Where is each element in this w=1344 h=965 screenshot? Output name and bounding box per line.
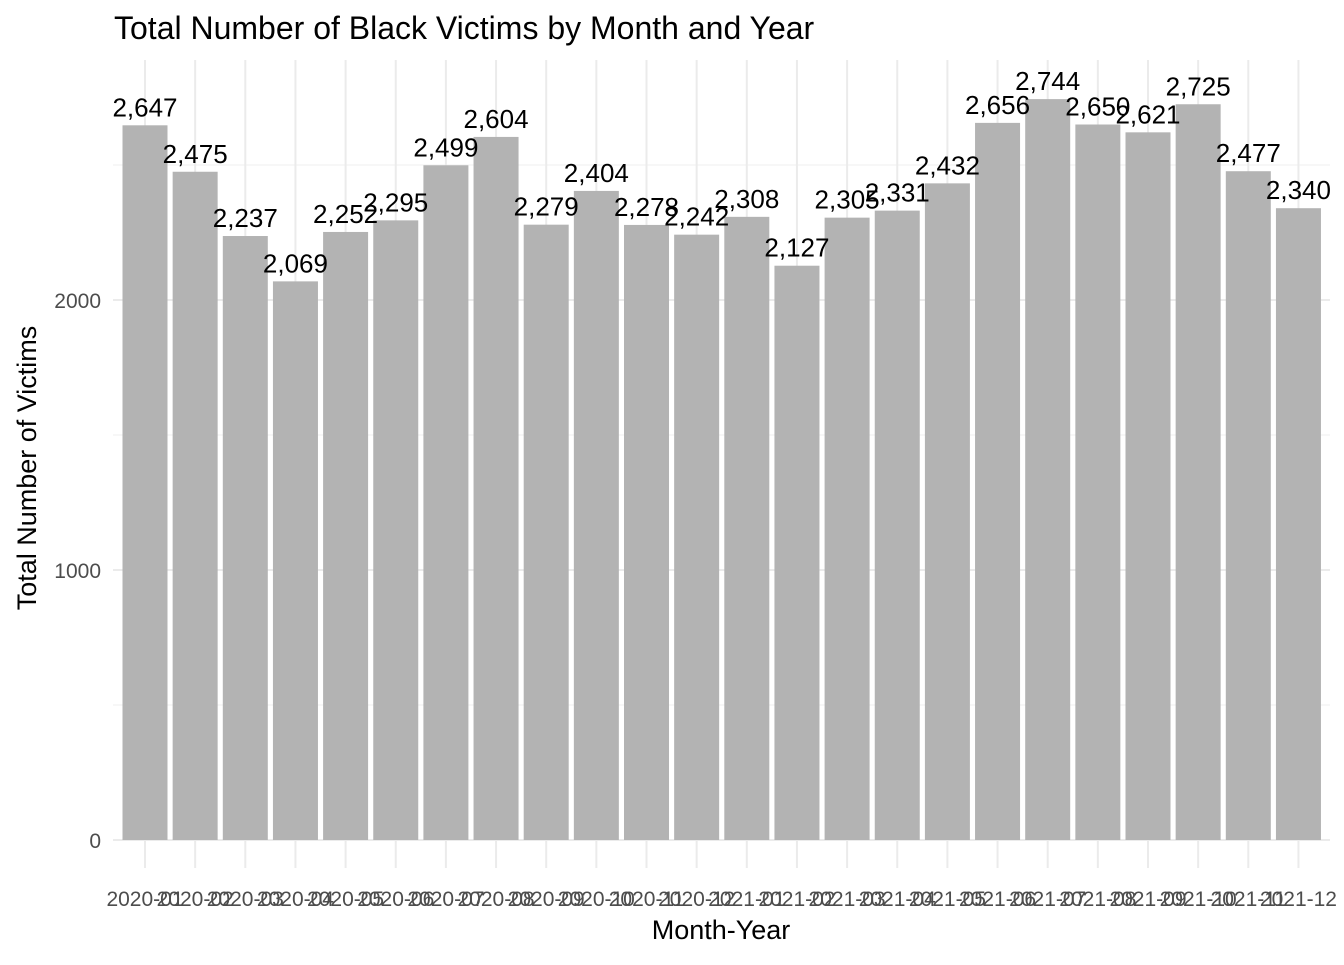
data-label-2021-10: 2,725 bbox=[1166, 71, 1231, 101]
bar-2020-02 bbox=[172, 171, 218, 840]
bar-2020-08 bbox=[473, 136, 519, 841]
bar-2021-08 bbox=[1075, 124, 1121, 840]
bar-2020-10 bbox=[573, 190, 619, 841]
bar-2021-12 bbox=[1275, 208, 1321, 840]
data-label-2020-01: 2,647 bbox=[112, 92, 177, 122]
data-label-2020-03: 2,237 bbox=[213, 203, 278, 233]
data-label-2021-02: 2,127 bbox=[764, 233, 829, 263]
data-label-2020-08: 2,604 bbox=[464, 104, 529, 134]
bar-2021-06 bbox=[975, 122, 1021, 840]
x-tick-label: 2020-06 bbox=[357, 888, 434, 911]
data-label-2021-11: 2,477 bbox=[1216, 138, 1281, 168]
x-tick-label: 2021-02 bbox=[758, 888, 835, 911]
bar-2020-09 bbox=[523, 224, 569, 841]
x-tick-label: 2020-07 bbox=[407, 888, 484, 911]
x-tick-label: 2020-03 bbox=[207, 888, 284, 911]
x-tick-label: 2020-08 bbox=[458, 888, 535, 911]
data-label-2021-08: 2,650 bbox=[1065, 92, 1130, 122]
data-label-2020-12: 2,242 bbox=[664, 202, 729, 232]
data-label-2020-06: 2,295 bbox=[363, 187, 428, 217]
data-label-2021-09: 2,621 bbox=[1115, 99, 1180, 129]
x-axis-ticks: 2020-012020-022020-032020-042020-052020-… bbox=[106, 888, 1337, 911]
x-tick-label: 2020-10 bbox=[558, 888, 635, 911]
data-label-2021-07: 2,744 bbox=[1015, 66, 1080, 96]
x-tick-label: 2021-03 bbox=[809, 888, 886, 911]
x-axis-title: Month-Year bbox=[652, 915, 791, 945]
x-tick-label: 2020-05 bbox=[307, 888, 384, 911]
data-label-2020-07: 2,499 bbox=[413, 132, 478, 162]
bar-2020-01 bbox=[122, 125, 168, 840]
x-tick-label: 2021-07 bbox=[1009, 888, 1086, 911]
y-tick-label: 1000 bbox=[54, 560, 101, 583]
bar-2021-10 bbox=[1175, 104, 1221, 840]
bar-2020-12 bbox=[674, 234, 720, 840]
data-label-2020-04: 2,069 bbox=[263, 248, 328, 278]
x-tick-label: 2020-12 bbox=[658, 888, 735, 911]
bar-2021-05 bbox=[924, 183, 970, 841]
data-label-2020-09: 2,279 bbox=[514, 192, 579, 222]
data-label-2021-12: 2,340 bbox=[1266, 175, 1331, 205]
bar-2021-07 bbox=[1025, 99, 1071, 841]
bar-2020-06 bbox=[373, 220, 419, 841]
chart-title: Total Number of Black Victims by Month a… bbox=[114, 10, 815, 46]
bar-2020-03 bbox=[222, 236, 268, 840]
x-tick-label: 2021-09 bbox=[1109, 888, 1186, 911]
data-label-2021-06: 2,656 bbox=[965, 90, 1030, 120]
x-tick-label: 2021-04 bbox=[859, 888, 936, 911]
data-label-2021-03: 2,305 bbox=[815, 185, 880, 215]
x-tick-label: 2021-10 bbox=[1160, 888, 1237, 911]
data-label-2021-04: 2,331 bbox=[865, 178, 930, 208]
bar-2020-04 bbox=[272, 281, 318, 840]
bar-2021-01 bbox=[724, 216, 770, 841]
data-label-2020-11: 2,278 bbox=[614, 192, 679, 222]
x-tick-label: 2021-11 bbox=[1211, 888, 1287, 911]
bar-2020-11 bbox=[624, 224, 669, 840]
y-tick-label: 2000 bbox=[54, 290, 101, 313]
x-tick-label: 2020-09 bbox=[508, 888, 585, 911]
y-tick-label: 0 bbox=[89, 830, 101, 853]
bars bbox=[122, 99, 1321, 841]
bar-2021-11 bbox=[1225, 171, 1271, 840]
y-axis-title: Total Number of Victims bbox=[12, 326, 42, 611]
data-label-2020-05: 2,252 bbox=[313, 199, 378, 229]
data-label-2021-05: 2,432 bbox=[915, 150, 980, 180]
bar-2020-05 bbox=[323, 231, 369, 840]
x-tick-label: 2021-08 bbox=[1059, 888, 1136, 911]
bar-2020-07 bbox=[423, 165, 469, 840]
data-label-2020-10: 2,404 bbox=[564, 158, 629, 188]
y-axis-ticks: 0 1000 2000 bbox=[54, 290, 101, 853]
x-tick-label: 2021-06 bbox=[959, 888, 1036, 911]
bar-2021-03 bbox=[824, 217, 870, 840]
x-tick-label: 2020-11 bbox=[609, 888, 685, 911]
x-tick-label: 2020-01 bbox=[106, 888, 183, 911]
bar-2021-02 bbox=[774, 265, 820, 841]
bar-2021-09 bbox=[1125, 132, 1171, 840]
data-label-2020-02: 2,475 bbox=[163, 139, 228, 169]
x-tick-label: 2021-05 bbox=[909, 888, 986, 911]
bar-2021-04 bbox=[874, 210, 920, 840]
x-tick-label: 2020-04 bbox=[257, 888, 334, 911]
x-tick-label: 2021-12 bbox=[1260, 888, 1337, 911]
data-label-2021-01: 2,308 bbox=[714, 184, 779, 214]
x-tick-label: 2020-02 bbox=[157, 888, 234, 911]
x-tick-label: 2021-01 bbox=[708, 888, 785, 911]
